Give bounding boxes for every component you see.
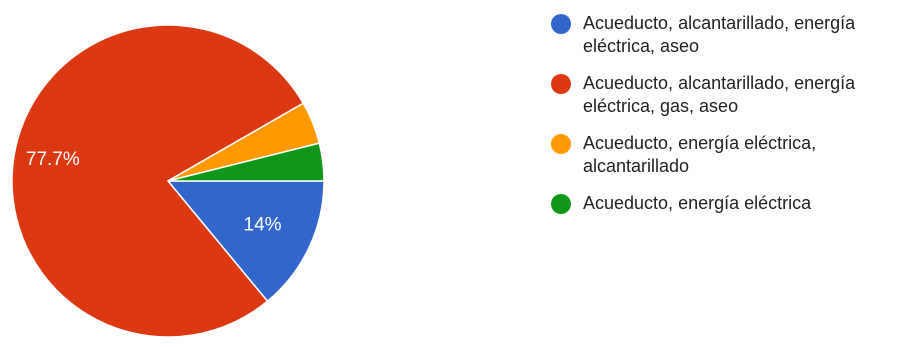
legend-label: Acueducto, alcantarillado, energía eléct… [583, 13, 856, 56]
legend-swatch [551, 14, 571, 34]
legend-label: Acueducto, energía eléctrica, alcantaril… [583, 133, 817, 176]
pie-slice-energia[interactable] [167, 142, 325, 182]
legend-item[interactable]: Acueducto, alcantarillado, energía eléct… [551, 12, 896, 58]
pie-slice-gas-aseo[interactable] [11, 24, 305, 338]
pie-slice-aseo[interactable] [166, 180, 325, 303]
legend-item[interactable]: Acueducto, alcantarillado, energía eléct… [551, 72, 896, 118]
legend-swatch [551, 74, 571, 94]
legend-label: Acueducto, energía eléctrica [583, 193, 812, 213]
slice-value-label: 77.7% [26, 149, 80, 170]
legend-item[interactable]: Acueducto, energía eléctrica [551, 192, 896, 215]
slice-value-label: 14% [244, 215, 282, 236]
legend-swatch [551, 134, 571, 154]
legend: Acueducto, alcantarillado, energía eléct… [551, 12, 896, 229]
legend-swatch [551, 194, 571, 214]
legend-label: Acueducto, alcantarillado, energía eléct… [583, 73, 856, 116]
legend-item[interactable]: Acueducto, energía eléctrica, alcantaril… [551, 132, 896, 178]
